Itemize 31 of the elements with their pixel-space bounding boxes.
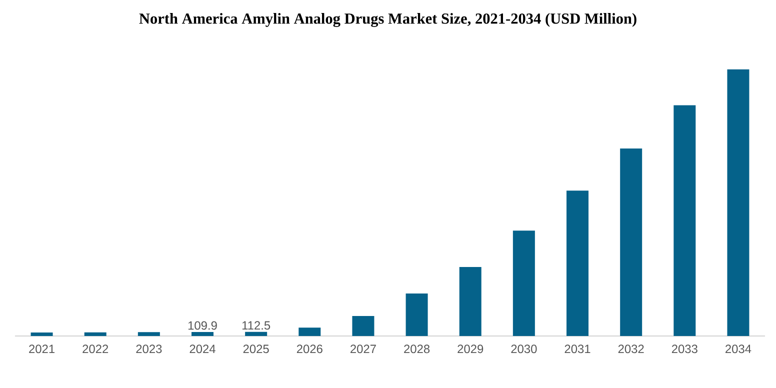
x-tick-label: 2033 <box>672 344 698 354</box>
x-tick-label: 2034 <box>726 344 752 354</box>
chart-title: North America Amylin Analog Drugs Market Size, 2021-2034 (USD Million) <box>139 13 636 27</box>
bar <box>352 316 374 336</box>
bar <box>459 266 482 336</box>
bar <box>620 148 642 336</box>
bar <box>84 332 106 336</box>
bar <box>727 69 750 336</box>
x-tick-label: 2024 <box>190 344 216 354</box>
bar <box>406 293 428 336</box>
data-label: 112.5 <box>242 321 270 330</box>
bar <box>245 332 268 336</box>
bar <box>298 328 321 336</box>
x-tick-label: 2028 <box>404 344 430 354</box>
x-tick-label: 2025 <box>243 344 269 354</box>
x-tick-label: 2021 <box>29 344 54 354</box>
data-label: 109.9 <box>188 321 217 330</box>
bar <box>566 190 589 336</box>
bar <box>512 230 535 336</box>
x-tick-label: 2027 <box>350 344 376 354</box>
bar <box>674 105 696 336</box>
x-tick-label: 2022 <box>82 344 108 354</box>
bar <box>192 332 214 336</box>
x-tick-label: 2031 <box>564 344 590 354</box>
bar <box>30 332 53 336</box>
bar <box>138 332 160 336</box>
x-tick-label: 2029 <box>458 344 484 354</box>
x-tick-label: 2030 <box>511 344 537 354</box>
x-tick-label: 2032 <box>618 344 644 354</box>
x-tick-label: 2023 <box>136 344 162 354</box>
x-tick-label: 2026 <box>296 344 322 354</box>
